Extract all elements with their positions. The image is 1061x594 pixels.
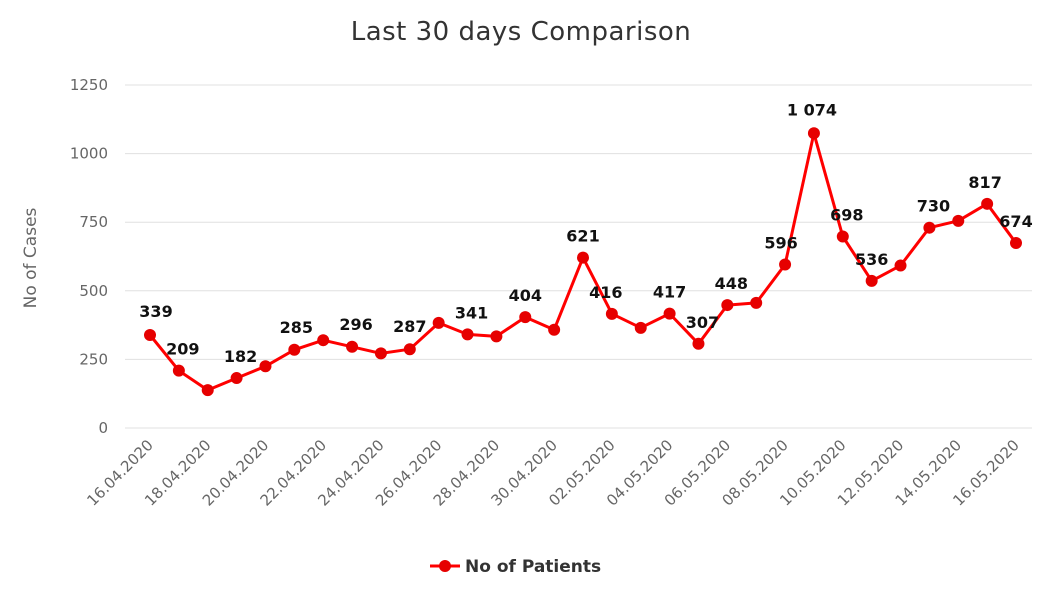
data-point[interactable] xyxy=(779,258,792,271)
data-point[interactable] xyxy=(403,343,416,356)
data-point[interactable] xyxy=(144,328,156,341)
data-point[interactable] xyxy=(952,214,965,227)
data-point[interactable] xyxy=(230,372,243,385)
data-label: 285 xyxy=(280,318,313,337)
data-label: 1 074 xyxy=(787,100,837,119)
y-tick-label: 0 xyxy=(98,419,108,437)
x-axis-ticks: 16.04.202018.04.202020.04.202022.04.2020… xyxy=(83,436,1022,509)
data-point[interactable] xyxy=(172,364,185,377)
data-label: 536 xyxy=(855,250,888,269)
data-point[interactable] xyxy=(201,384,214,397)
data-label: 404 xyxy=(509,286,542,305)
data-point[interactable] xyxy=(692,337,705,350)
data-label: 339 xyxy=(139,302,172,321)
y-axis-ticks: 0 250 500 750 1000 1250 xyxy=(70,76,108,437)
y-tick-label: 500 xyxy=(79,282,108,300)
data-point[interactable] xyxy=(634,321,647,334)
data-point[interactable] xyxy=(577,251,589,264)
chart-title: Last 30 days Comparison xyxy=(351,17,692,47)
data-point[interactable] xyxy=(605,307,618,320)
data-label: 596 xyxy=(764,233,797,252)
data-label: 674 xyxy=(999,212,1032,231)
data-point[interactable] xyxy=(981,197,994,210)
y-tick-label: 250 xyxy=(79,350,108,368)
data-point[interactable] xyxy=(490,330,503,343)
y-tick-label: 750 xyxy=(79,213,108,231)
legend-label: No of Patients xyxy=(465,557,601,577)
y-axis-title: No of Cases xyxy=(21,207,41,308)
data-label: 417 xyxy=(653,283,686,302)
series-no-of-patients xyxy=(144,127,1022,397)
data-point[interactable] xyxy=(259,360,272,373)
data-label: 698 xyxy=(830,205,863,224)
data-point[interactable] xyxy=(865,274,878,287)
data-label: 341 xyxy=(455,303,488,322)
data-point[interactable] xyxy=(346,340,359,353)
y-tick-label: 1000 xyxy=(70,145,108,163)
data-label: 448 xyxy=(715,274,748,293)
data-point[interactable] xyxy=(663,307,676,320)
legend[interactable]: No of Patients xyxy=(430,557,601,577)
data-label: 209 xyxy=(166,340,199,359)
y-tick-label: 1250 xyxy=(70,76,108,94)
data-point[interactable] xyxy=(548,323,561,336)
data-label: 296 xyxy=(339,315,372,334)
data-label: 287 xyxy=(393,317,426,336)
data-label: 182 xyxy=(224,347,257,366)
data-point[interactable] xyxy=(317,334,330,347)
data-point[interactable] xyxy=(923,221,936,234)
data-point[interactable] xyxy=(750,296,763,309)
data-point[interactable] xyxy=(432,316,445,329)
data-label: 307 xyxy=(686,313,719,332)
legend-marker-icon xyxy=(439,560,451,572)
data-label: 621 xyxy=(566,227,599,246)
data-point[interactable] xyxy=(721,299,734,312)
data-point[interactable] xyxy=(836,230,849,243)
data-point[interactable] xyxy=(288,343,301,356)
data-point[interactable] xyxy=(519,311,532,324)
data-point[interactable] xyxy=(1010,237,1022,250)
data-point[interactable] xyxy=(461,328,474,341)
data-label: 730 xyxy=(917,197,950,216)
data-label: 416 xyxy=(589,283,622,302)
data-label: 817 xyxy=(968,173,1001,192)
data-point[interactable] xyxy=(374,347,387,360)
data-point[interactable] xyxy=(894,259,907,272)
data-point[interactable] xyxy=(807,127,820,140)
